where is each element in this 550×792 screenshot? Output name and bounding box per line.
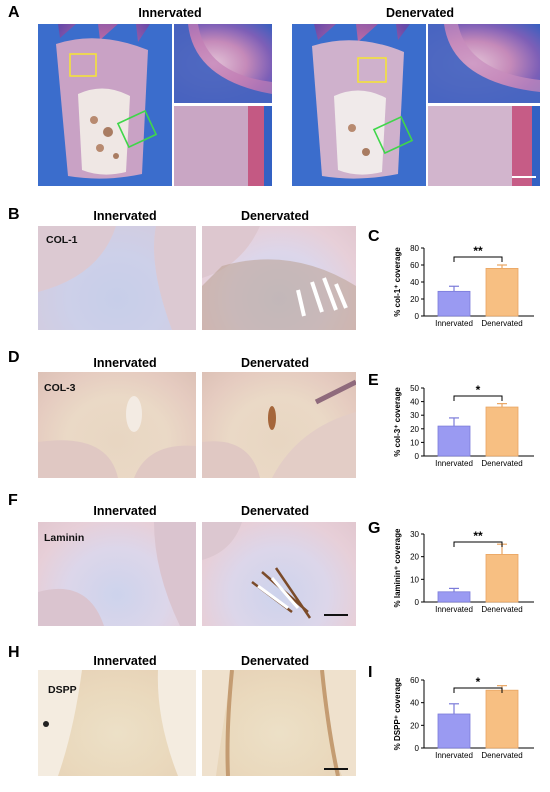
panel-h-title-innervated: Innervated [93, 654, 157, 668]
panel-d-title-innervated: Innervated [93, 356, 157, 370]
panel-label-g: G [368, 520, 381, 537]
panel-f-title-denervated: Denervated [240, 504, 310, 518]
y-tick-label: 60 [410, 676, 419, 685]
y-tick-label: 30 [410, 530, 419, 539]
x-tick-label: Innervated [435, 751, 473, 760]
bar-innervated [437, 591, 471, 603]
y-axis-label: % col-1⁺ coverage [393, 247, 402, 317]
bar-denervated [485, 267, 519, 317]
micrograph-a-denervated-zoom-bottom [428, 106, 540, 186]
panel-b-title-denervated: Denervated [240, 209, 310, 223]
panel-label-f: F [8, 492, 18, 509]
y-tick-label: 40 [410, 278, 419, 287]
bar-chart-g: % laminin⁺ coverage 0 10 20 30 Innervated Dene… [393, 528, 534, 614]
panel-b-title-innervated: Innervated [93, 209, 157, 223]
panel-label-e: E [368, 372, 379, 389]
significance-marker: * [476, 675, 481, 689]
micrograph-h-denervated [202, 670, 356, 776]
y-tick-label: 20 [410, 721, 419, 730]
y-tick-label: 50 [410, 384, 419, 393]
micrograph-d-innervated: COL-3 [38, 372, 196, 478]
y-tick-label: 30 [410, 411, 419, 420]
significance-bracket [453, 395, 503, 401]
y-tick-label: 20 [410, 295, 419, 304]
significance-marker: ** [473, 244, 483, 258]
x-tick-label: Denervated [481, 605, 522, 614]
bar-innervated [437, 713, 471, 749]
y-tick-label: 20 [410, 425, 419, 434]
panel-label-h: H [8, 644, 20, 661]
significance-marker: ** [473, 529, 483, 543]
panel-a-title-denervated: Denervated [385, 6, 455, 20]
micrograph-a-innervated-zoom-bottom [174, 106, 272, 186]
y-tick-label: 0 [415, 312, 420, 321]
panel-label-i: I [368, 664, 373, 681]
bar-denervated [485, 689, 519, 749]
x-tick-label: Innervated [435, 605, 473, 614]
y-axis-label: % col-3⁺ coverage [393, 387, 402, 457]
bar-innervated [437, 425, 471, 457]
y-tick-label: 20 [410, 553, 419, 562]
micrograph-a-denervated-zoom-top [428, 24, 540, 103]
micrograph-a-denervated-overview [292, 24, 426, 186]
x-tick-label: Denervated [481, 319, 522, 328]
micrograph-b-denervated [202, 226, 356, 330]
bar-denervated [485, 553, 519, 603]
x-tick-label: Denervated [481, 751, 522, 760]
y-tick-label: 40 [410, 699, 419, 708]
bar-denervated [485, 406, 519, 457]
y-tick-label: 60 [410, 261, 419, 270]
micrograph-d-denervated [202, 372, 356, 478]
panel-label-a: A [8, 4, 20, 21]
micrograph-f-innervated: Laminin [38, 522, 196, 626]
panel-a-title-innervated: Innervated [138, 6, 202, 20]
panel-b-stain-label: COL-1 [46, 234, 78, 246]
panel-h-title-denervated: Denervated [240, 654, 310, 668]
panel-f-stain-label: Laminin [44, 532, 85, 544]
significance-bracket [453, 256, 503, 262]
significance-marker: * [476, 383, 481, 397]
micrograph-b-innervated: COL-1 [38, 226, 196, 330]
panel-label-c: C [368, 228, 380, 245]
x-tick-label: Innervated [435, 459, 473, 468]
panel-d-stain-label: COL-3 [44, 382, 76, 394]
y-tick-label: 40 [410, 398, 419, 407]
y-tick-label: 10 [410, 438, 419, 447]
micrograph-h-innervated: DSPP [38, 670, 196, 776]
y-tick-label: 10 [410, 575, 419, 584]
bar-chart-e: % col-3⁺ coverage 0 10 20 30 40 50 Innervated De… [393, 383, 534, 468]
micrograph-f-denervated [202, 522, 356, 626]
y-axis-label: % DSPP⁺ coverage [393, 677, 402, 750]
micrograph-a-innervated-overview [38, 24, 172, 186]
bar-innervated [437, 290, 471, 317]
significance-bracket [453, 541, 503, 547]
y-tick-label: 80 [410, 244, 419, 253]
y-tick-label: 0 [415, 744, 420, 753]
y-tick-label: 0 [415, 598, 420, 607]
y-tick-label: 0 [415, 452, 420, 461]
bar-chart-c: % col-1⁺ coverage 0 20 40 60 80 Innervated Dene… [393, 244, 534, 328]
panel-d-title-denervated: Denervated [240, 356, 310, 370]
panel-h-stain-label: DSPP [48, 684, 77, 696]
panel-label-d: D [8, 349, 20, 366]
micrograph-a-innervated-zoom-top [174, 24, 272, 103]
panel-f-title-innervated: Innervated [93, 504, 157, 518]
x-tick-label: Innervated [435, 319, 473, 328]
x-tick-label: Denervated [481, 459, 522, 468]
significance-bracket [453, 687, 503, 693]
y-axis-label: % laminin⁺ coverage [393, 528, 402, 607]
panel-label-b: B [8, 206, 20, 223]
bar-chart-i: % DSPP⁺ coverage 0 20 40 60 Innervated Denerva… [393, 675, 534, 760]
